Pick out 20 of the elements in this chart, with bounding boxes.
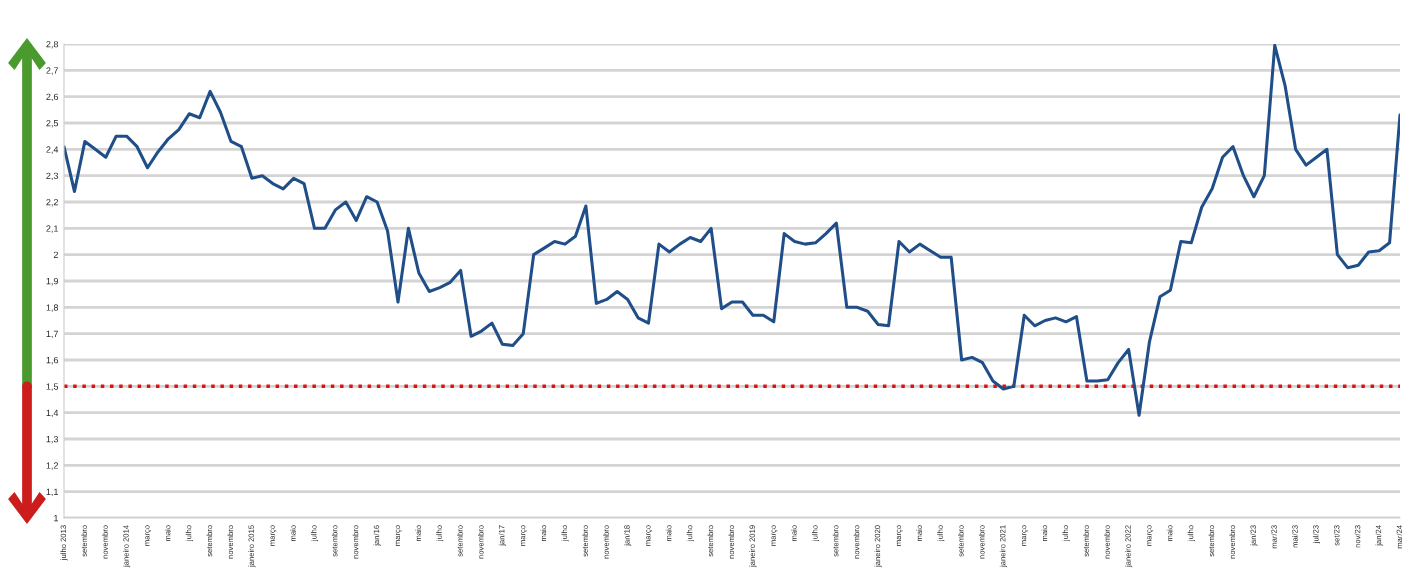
y-tick-label: 1,2 <box>46 462 58 470</box>
y-tick-label: 2,1 <box>46 225 59 233</box>
y-tick-label: 2,7 <box>46 67 58 75</box>
line-series <box>64 44 1400 417</box>
y-tick-label: 2,4 <box>46 146 59 154</box>
y-tick-label: 2 <box>53 251 58 258</box>
y-tick-label: 1,4 <box>46 409 59 418</box>
y-tick-label: 1,7 <box>46 330 58 339</box>
y-tick-label: 1 <box>54 515 58 522</box>
y-tick-label: 2,3 <box>46 172 59 181</box>
y-tick-label: 1,3 <box>46 435 59 444</box>
y-tick-label: 2,8 <box>46 40 59 49</box>
y-tick-label: 2,2 <box>46 198 58 207</box>
y-tick-label: 1,5 <box>46 383 59 391</box>
y-tick-label: 1,6 <box>46 356 59 365</box>
y-tick-label: 1,9 <box>46 277 59 286</box>
y-tick-label: 2,5 <box>46 119 59 128</box>
y-tick-label: 1,8 <box>46 304 59 312</box>
y-tick-label: 2,6 <box>46 93 59 102</box>
y-tick-label: 1,1 <box>46 488 59 497</box>
